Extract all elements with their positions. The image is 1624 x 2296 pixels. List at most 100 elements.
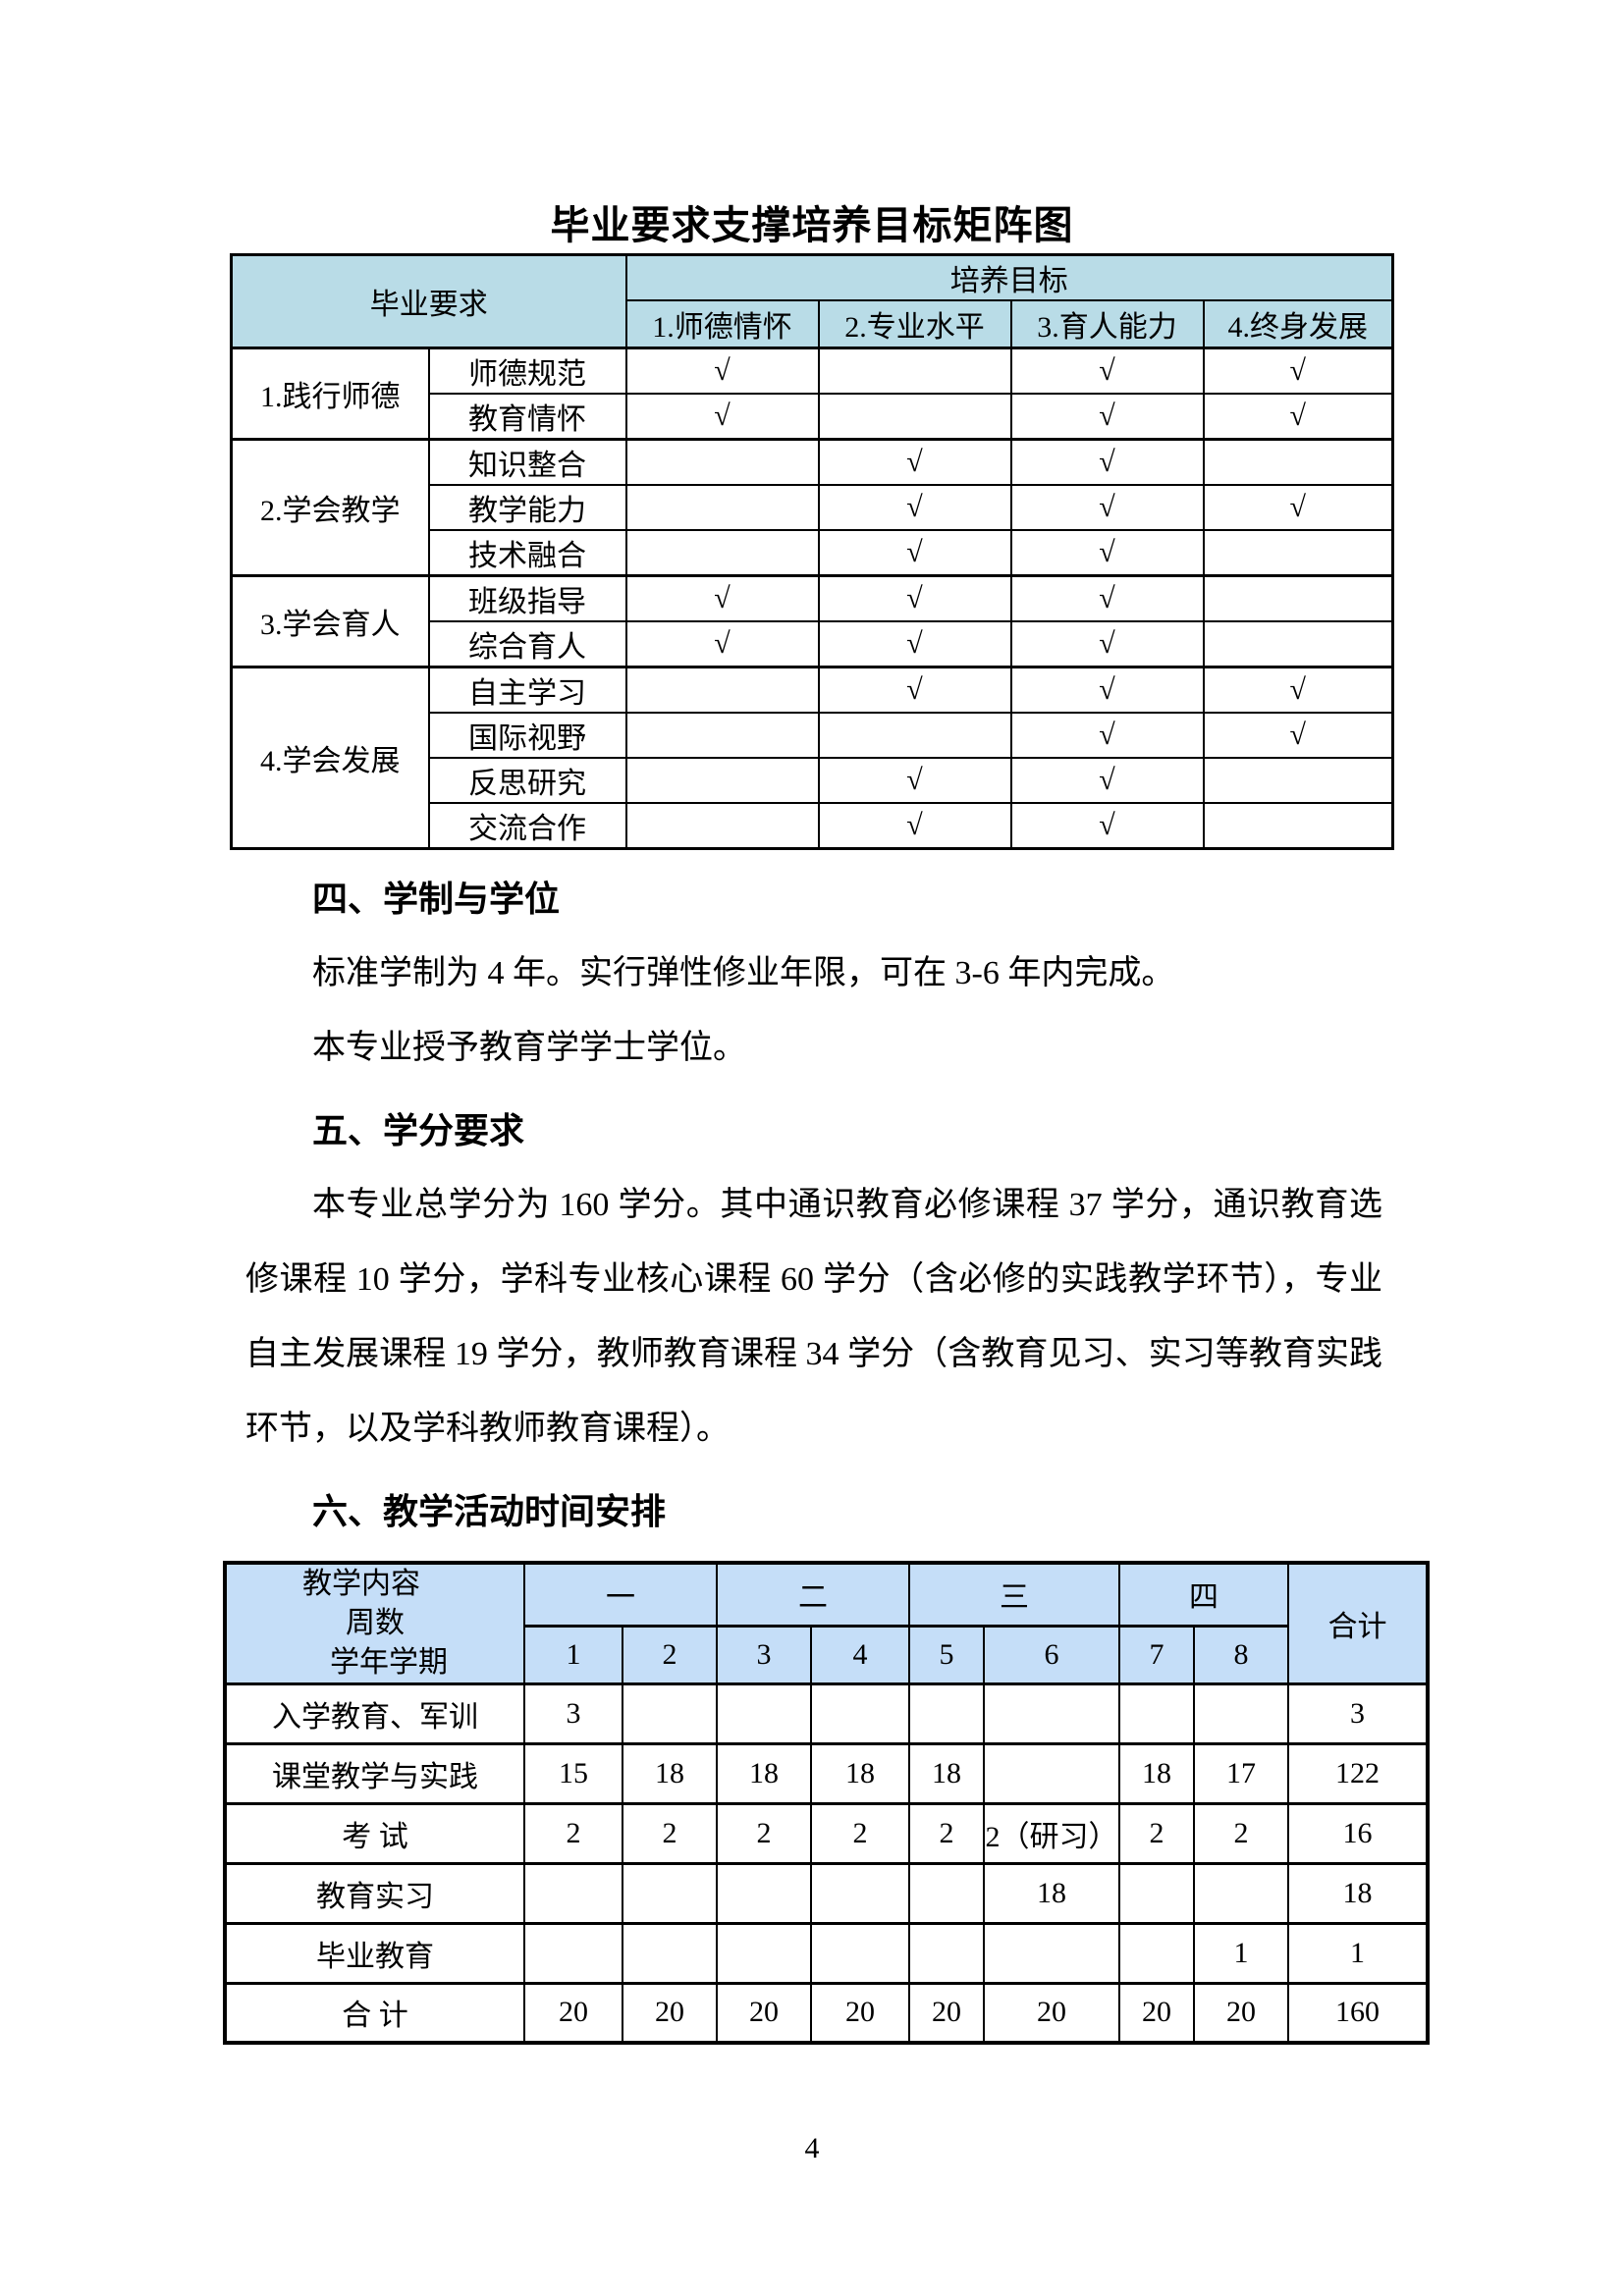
schedule-value-cell: 3 (523, 1682, 623, 1745)
matrix-objective-header: 3.育人能力 (1009, 299, 1205, 348)
schedule-row: 教育实习 18 18 (224, 1861, 1429, 1925)
schedule-row: 入学教育、军训 3 3 (224, 1682, 1429, 1745)
schedule-value-cell: 2 (1118, 1801, 1195, 1865)
schedule-row-label: 考 试 (224, 1801, 525, 1865)
schedule-semester-header: 8 (1193, 1624, 1289, 1684)
schedule-row-label: 课堂教学与实践 (224, 1741, 525, 1805)
schedule-value-cell (622, 1682, 718, 1745)
matrix-item-label: 自主学习 (427, 665, 627, 714)
schedule-total-cell: 18 (1287, 1861, 1429, 1925)
matrix-group-label: 4.学会发展 (230, 665, 430, 849)
matrix-table-title: 毕业要求支撑培养目标矩阵图 (550, 203, 1074, 247)
matrix-item-label: 反思研究 (427, 756, 627, 804)
schedule-row: 毕业教育 1 1 (224, 1921, 1429, 1985)
schedule-row-label: 毕业教育 (224, 1921, 525, 1985)
schedule-value-cell (1118, 1921, 1195, 1985)
schedule-value-cell: 18 (716, 1741, 812, 1805)
schedule-value-cell: 20 (1193, 1981, 1289, 2045)
schedule-year-header: 三 (908, 1561, 1120, 1628)
matrix-check-cell (624, 801, 820, 849)
schedule-value-cell (716, 1682, 812, 1745)
matrix-item-label: 教育情怀 (427, 392, 627, 440)
schedule-value-cell: 2 (810, 1801, 910, 1865)
schedule-corner-line-semester: 学年学期 (330, 1645, 448, 1679)
section-heading-6: 六、教学活动时间安排 (312, 1490, 667, 1531)
matrix-check-cell: √ (1009, 392, 1205, 440)
schedule-value-cell: 2 (1193, 1801, 1289, 1865)
section-4-paragraph-1: 标准学制为 4 年。实行弹性修业年限，可在 3-6 年内完成。 (312, 954, 1175, 991)
matrix-check-cell: √ (817, 573, 1012, 622)
schedule-row: 课堂教学与实践 15 18 18 18 18 18 17 122 (224, 1741, 1429, 1805)
schedule-value-cell (810, 1682, 910, 1745)
schedule-corner-header: 教学内容 周数 学年学期 (224, 1561, 525, 1684)
schedule-value-cell (983, 1921, 1120, 1985)
matrix-item-label: 国际视野 (427, 711, 627, 759)
matrix-check-cell (624, 756, 820, 804)
matrix-check-cell: √ (1202, 392, 1394, 440)
schedule-value-cell: 20 (983, 1981, 1120, 2045)
schedule-value-cell: 15 (523, 1741, 623, 1805)
matrix-check-cell (1202, 573, 1394, 622)
matrix-check-cell (624, 665, 820, 714)
schedule-value-cell: 2 (622, 1801, 718, 1865)
matrix-check-cell: √ (817, 483, 1012, 531)
section-5-paragraph-1: 本专业总学分为 160 学分。其中通识教育必修课程 37 学分，通识教育选修课程… (245, 1186, 1382, 1447)
matrix-check-cell (624, 437, 820, 486)
matrix-item-label: 教学能力 (427, 483, 627, 531)
schedule-semester-header: 7 (1118, 1624, 1195, 1684)
schedule-value-cell: 18 (1118, 1741, 1195, 1805)
schedule-corner-line-weeks: 周数 (346, 1606, 405, 1639)
schedule-value-cell: 20 (908, 1981, 985, 2045)
schedule-value-cell: 18 (983, 1861, 1120, 1925)
matrix-check-cell: √ (1009, 665, 1205, 714)
schedule-value-cell: 18 (908, 1741, 985, 1805)
matrix-group-label: 1.践行师德 (230, 346, 430, 440)
schedule-value-cell: 2 (908, 1801, 985, 1865)
schedule-value-cell: 2 (523, 1801, 623, 1865)
matrix-corner-header: 毕业要求 (230, 253, 627, 348)
schedule-total-cell: 122 (1287, 1741, 1429, 1805)
matrix-check-cell: √ (817, 528, 1012, 576)
schedule-value-cell (983, 1682, 1120, 1745)
section-heading-5: 五、学分要求 (312, 1109, 525, 1150)
schedule-semester-header: 5 (908, 1624, 985, 1684)
matrix-check-cell: √ (1009, 756, 1205, 804)
schedule-semester-header: 3 (716, 1624, 812, 1684)
matrix-item-label: 知识整合 (427, 437, 627, 486)
matrix-check-cell: √ (1009, 346, 1205, 395)
matrix-check-cell: √ (1009, 528, 1205, 576)
matrix-table: 毕业要求 培养目标 1.师德情怀 2.专业水平 3.育人能力 4.终身发展 1.… (230, 253, 1394, 850)
matrix-item-label: 综合育人 (427, 619, 627, 667)
matrix-item-label: 师德规范 (427, 346, 627, 395)
schedule-value-cell: 20 (523, 1981, 623, 2045)
matrix-check-cell: √ (1202, 665, 1394, 714)
schedule-semester-header: 4 (810, 1624, 910, 1684)
schedule-value-cell (1193, 1682, 1289, 1745)
matrix-check-cell: √ (1009, 801, 1205, 849)
schedule-corner-line-content: 教学内容 (302, 1567, 420, 1600)
schedule-value-cell: 20 (810, 1981, 910, 2045)
schedule-value-cell: 20 (716, 1981, 812, 2045)
schedule-value-cell (523, 1861, 623, 1925)
matrix-check-cell (817, 346, 1012, 395)
schedule-value-cell (908, 1682, 985, 1745)
matrix-check-cell: √ (817, 437, 1012, 486)
matrix-check-cell: √ (1202, 346, 1394, 395)
schedule-value-cell: 20 (622, 1981, 718, 2045)
schedule-row: 考 试 2 2 2 2 2 2（研习） 2 2 16 (224, 1801, 1429, 1865)
schedule-total-cell: 1 (1287, 1921, 1429, 1985)
matrix-group-label: 3.学会育人 (230, 573, 430, 667)
matrix-objective-header: 4.终身发展 (1202, 299, 1394, 348)
section-4-paragraph-2: 本专业授予教育学学士学位。 (312, 1029, 746, 1066)
matrix-check-cell: √ (624, 619, 820, 667)
section-heading-4: 四、学制与学位 (312, 878, 561, 919)
matrix-check-cell (624, 711, 820, 759)
schedule-value-cell (523, 1921, 623, 1985)
matrix-check-cell (1202, 801, 1394, 849)
schedule-year-header: 四 (1118, 1561, 1289, 1628)
matrix-check-cell (1202, 619, 1394, 667)
matrix-check-cell: √ (1009, 619, 1205, 667)
matrix-check-cell (817, 392, 1012, 440)
schedule-row-label: 入学教育、军训 (224, 1682, 525, 1745)
matrix-item-label: 交流合作 (427, 801, 627, 849)
